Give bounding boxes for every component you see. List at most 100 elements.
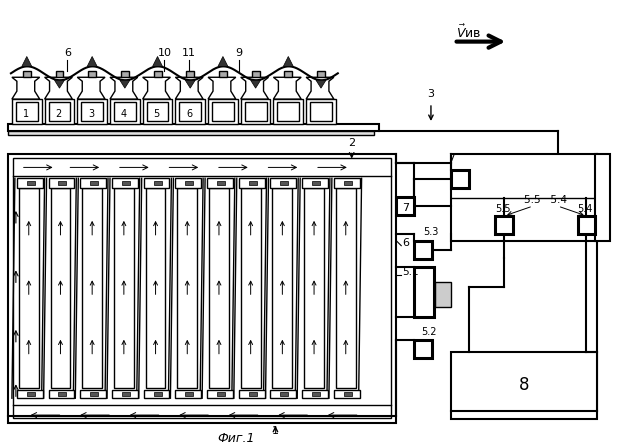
Bar [219, 71, 227, 77]
Bar [273, 99, 303, 124]
Polygon shape [143, 77, 170, 99]
Text: 1: 1 [272, 426, 279, 436]
Bar [414, 241, 432, 259]
Bar [271, 390, 296, 398]
Bar [396, 197, 414, 215]
Text: 5.3: 5.3 [423, 227, 438, 237]
Text: Фиг.1: Фиг.1 [217, 432, 255, 446]
Bar [8, 131, 374, 135]
Bar [312, 392, 320, 396]
Text: 5.4: 5.4 [577, 204, 593, 214]
Text: 8: 8 [519, 376, 529, 394]
Bar [175, 99, 205, 124]
Bar [122, 392, 130, 396]
Bar [13, 158, 391, 418]
Text: 3: 3 [428, 89, 435, 99]
Polygon shape [87, 57, 97, 66]
Text: 10: 10 [157, 49, 172, 58]
Bar [154, 392, 161, 396]
Text: 6: 6 [64, 49, 71, 58]
Bar [77, 99, 107, 124]
Bar [280, 181, 288, 185]
Bar [344, 392, 352, 396]
Bar [273, 188, 292, 388]
Bar [334, 178, 360, 188]
Polygon shape [22, 57, 32, 66]
Bar [23, 71, 31, 77]
Bar [451, 170, 468, 188]
Polygon shape [284, 57, 293, 66]
Bar [12, 99, 42, 124]
Bar [252, 71, 260, 77]
Text: 5: 5 [154, 109, 159, 119]
Bar [121, 71, 129, 77]
Text: 4: 4 [121, 109, 127, 119]
Bar [277, 102, 299, 121]
Polygon shape [316, 80, 326, 88]
Text: 7: 7 [402, 203, 410, 213]
Polygon shape [45, 77, 72, 99]
Bar [49, 178, 74, 188]
Bar [177, 188, 197, 388]
Polygon shape [110, 77, 138, 99]
Bar [244, 102, 266, 121]
Bar [306, 99, 336, 124]
Polygon shape [77, 77, 105, 99]
Bar [344, 181, 352, 185]
Bar [90, 392, 98, 396]
Bar [17, 178, 43, 188]
Bar [81, 102, 103, 121]
Bar [175, 390, 201, 398]
Bar [304, 188, 324, 388]
Text: 5.1: 5.1 [402, 268, 419, 277]
Bar [212, 102, 234, 121]
Bar [209, 188, 229, 388]
Bar [241, 188, 260, 388]
Text: $\vec{V}$ив: $\vec{V}$ив [456, 24, 481, 41]
Bar [185, 392, 193, 396]
Text: 9: 9 [236, 49, 243, 58]
Polygon shape [241, 77, 269, 99]
Bar [239, 390, 264, 398]
Bar [112, 390, 138, 398]
Bar [56, 71, 63, 77]
Bar [8, 124, 380, 131]
Bar [16, 102, 38, 121]
Bar [179, 102, 201, 121]
Bar [271, 178, 296, 188]
Bar [451, 351, 597, 419]
Polygon shape [208, 77, 236, 99]
Bar [207, 390, 233, 398]
Bar [122, 181, 130, 185]
Bar [143, 178, 170, 188]
Bar [435, 282, 451, 307]
Text: 2: 2 [348, 138, 355, 148]
Text: 11: 11 [182, 49, 196, 58]
Bar [114, 102, 136, 121]
Polygon shape [306, 77, 334, 99]
Bar [90, 181, 98, 185]
Bar [249, 392, 257, 396]
Bar [241, 99, 271, 124]
Bar [414, 340, 432, 358]
Bar [147, 102, 168, 121]
Bar [112, 178, 138, 188]
Bar [17, 390, 43, 398]
Bar [58, 392, 67, 396]
Bar [302, 390, 328, 398]
Bar [336, 188, 356, 388]
Bar [185, 181, 193, 185]
Bar [27, 181, 35, 185]
Text: 5.5   5.4: 5.5 5.4 [524, 195, 567, 205]
Bar [175, 178, 201, 188]
Bar [208, 99, 238, 124]
Bar [83, 188, 102, 388]
Bar [249, 181, 257, 185]
Bar [110, 99, 140, 124]
Bar [217, 181, 225, 185]
Bar [58, 181, 67, 185]
Bar [80, 178, 106, 188]
Bar [451, 153, 597, 241]
Text: 3: 3 [88, 109, 94, 119]
Polygon shape [185, 80, 195, 88]
